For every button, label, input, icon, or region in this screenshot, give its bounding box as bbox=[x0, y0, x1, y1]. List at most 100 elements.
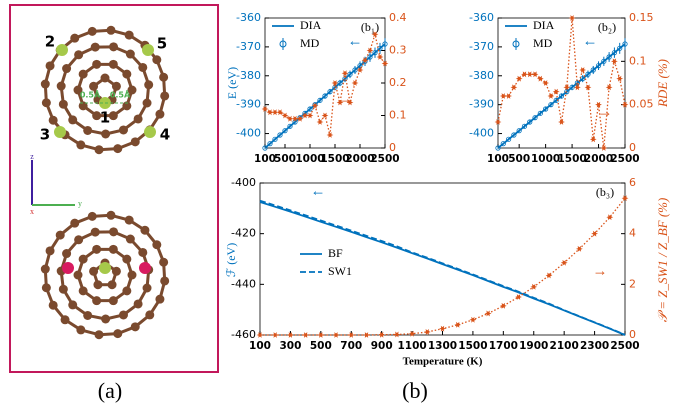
y-tick-label: -390 bbox=[236, 98, 261, 111]
atom bbox=[155, 110, 164, 119]
atom bbox=[155, 295, 164, 304]
atom-label: 5 bbox=[157, 35, 167, 53]
atom bbox=[89, 82, 98, 91]
atom-label: 3 bbox=[40, 126, 50, 144]
atom bbox=[79, 255, 88, 264]
marker bbox=[485, 311, 492, 317]
annotation: ← bbox=[348, 33, 363, 49]
atom bbox=[88, 27, 97, 36]
atom bbox=[76, 325, 85, 334]
atom bbox=[119, 310, 128, 319]
x-tick-label: 1300 bbox=[428, 340, 457, 352]
atom bbox=[113, 329, 122, 338]
marker bbox=[516, 76, 523, 82]
x-tick-label: 2000 bbox=[584, 153, 613, 165]
atom bbox=[134, 299, 143, 308]
x-tick-label: 1500 bbox=[557, 153, 586, 165]
atom bbox=[152, 55, 161, 64]
atom bbox=[42, 283, 51, 292]
atom bbox=[91, 43, 100, 52]
x-tick-label: 2100 bbox=[550, 340, 579, 352]
x-axis-label: Temperature (K) bbox=[403, 356, 483, 368]
legend-label: BF bbox=[328, 246, 343, 260]
atom bbox=[152, 240, 161, 249]
atom bbox=[46, 61, 55, 70]
y2-axis-label: 𝒫 = Z_SW1 / Z_BF (%) bbox=[655, 198, 670, 323]
marker bbox=[327, 132, 334, 138]
x-tick-label: 2300 bbox=[580, 340, 609, 352]
atom-label: 2 bbox=[45, 33, 55, 51]
atom bbox=[109, 60, 118, 69]
atom bbox=[57, 82, 66, 91]
atom bbox=[92, 60, 101, 69]
atom bbox=[62, 249, 71, 258]
atom bbox=[49, 116, 58, 125]
atom bbox=[92, 296, 101, 305]
x-tick-label: 1700 bbox=[489, 340, 518, 352]
x-tick-label: 100 bbox=[254, 153, 276, 165]
marker bbox=[606, 84, 613, 90]
y-tick-label: -440 bbox=[231, 277, 256, 290]
atom bbox=[160, 276, 169, 285]
atom bbox=[92, 245, 101, 254]
axis-glyph: y bbox=[78, 199, 82, 208]
atom bbox=[112, 82, 121, 91]
y2-tick-label: 0 bbox=[629, 328, 636, 341]
atom bbox=[68, 115, 77, 124]
dopant bbox=[144, 126, 156, 138]
y2-tick-label: 0.2 bbox=[389, 76, 407, 89]
dopant bbox=[99, 262, 111, 274]
marker bbox=[532, 71, 539, 77]
atom bbox=[138, 248, 147, 257]
annotation: ← bbox=[583, 33, 598, 49]
y-tick-label: -380 bbox=[236, 69, 261, 82]
legend-label: DIA bbox=[300, 18, 322, 32]
y-tick-label: -380 bbox=[469, 69, 494, 82]
axis-glyph: x bbox=[30, 207, 34, 216]
x-tick-label: 1900 bbox=[519, 340, 548, 352]
annotation: → bbox=[338, 91, 353, 107]
annotation: ← bbox=[311, 183, 326, 199]
atom bbox=[46, 246, 55, 255]
y2-tick-label: 6 bbox=[629, 176, 636, 189]
marker bbox=[394, 332, 401, 338]
atom bbox=[109, 227, 118, 236]
figure: 123450.5Å0.5Åzyx (a) (b) 100500100015002… bbox=[0, 0, 685, 411]
x-tick-label: 2500 bbox=[370, 153, 399, 165]
atom bbox=[95, 330, 104, 339]
atom bbox=[95, 145, 104, 154]
y2-tick-label: 0.1 bbox=[389, 109, 407, 122]
x-tick-label: 500 bbox=[274, 153, 296, 165]
atom bbox=[106, 211, 115, 220]
atom bbox=[91, 228, 100, 237]
axis-glyph: z bbox=[30, 152, 34, 161]
y-tick-label: -460 bbox=[231, 328, 256, 341]
atom bbox=[68, 300, 77, 309]
x-tick-label: 2500 bbox=[610, 340, 639, 352]
atom bbox=[113, 144, 122, 153]
series-line bbox=[260, 202, 625, 335]
atom bbox=[159, 73, 168, 82]
y2-tick-label: 0.3 bbox=[389, 44, 407, 57]
atom bbox=[89, 267, 98, 276]
atom bbox=[93, 280, 102, 289]
dopant bbox=[56, 44, 68, 56]
marker bbox=[500, 303, 507, 309]
atom bbox=[131, 322, 140, 331]
dopant bbox=[62, 262, 74, 274]
atom bbox=[119, 125, 128, 134]
atom bbox=[125, 31, 134, 40]
atom bbox=[122, 286, 131, 295]
atom bbox=[83, 311, 92, 320]
atom bbox=[83, 126, 92, 135]
atom bbox=[109, 296, 118, 305]
atom bbox=[131, 137, 140, 146]
y-axis-label: ℱ (eV) bbox=[224, 243, 238, 277]
atom bbox=[159, 258, 168, 267]
marker bbox=[546, 273, 553, 279]
y2-axis-label: RDE (%) bbox=[655, 59, 670, 108]
atom bbox=[126, 235, 135, 244]
y2-tick-label: 0.05 bbox=[629, 98, 654, 111]
y-tick-label: -400 bbox=[236, 127, 261, 140]
atom bbox=[56, 231, 65, 240]
